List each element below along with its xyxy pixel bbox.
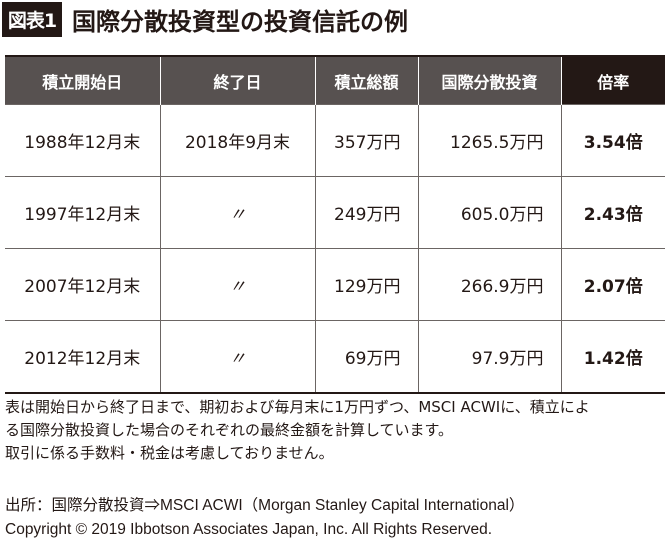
cell-ratio: 3.54倍 [560, 104, 665, 177]
table-row: 1988年12月末 2018年9月末 357万円 1265.5万円 3.54倍 [5, 104, 665, 177]
note-line: 表は開始日から終了日まで、期初および毎月末に1万円ずつ、MSCI ACWIに、積… [5, 398, 590, 416]
column-header-ratio: 倍率 [560, 55, 665, 105]
table-row: 2012年12月末 〃 69万円 97.9万円 1.42倍 [5, 320, 665, 394]
note-line: る国際分散投資した場合のそれぞれの最終金額を計算しています。 [5, 421, 454, 439]
cell-international-investment: 266.9万円 [417, 248, 561, 321]
cell-end-date-ditto: 〃 [159, 320, 315, 394]
table-row: 2007年12月末 〃 129万円 266.9万円 2.07倍 [5, 248, 665, 321]
note-line: 取引に係る手数料・税金は考慮しておりません。 [5, 444, 334, 462]
cell-international-investment: 1265.5万円 [417, 104, 561, 177]
source-footer: 出所：国際分散投資⇒MSCI ACWI（Morgan Stanley Capit… [5, 494, 524, 542]
table-row: 1997年12月末 〃 249万円 605.0万円 2.43倍 [5, 176, 665, 249]
cell-start-date: 2007年12月末 [5, 248, 160, 321]
cell-total-contribution: 357万円 [314, 104, 418, 177]
column-header-international-investment: 国際分散投資 [417, 55, 562, 105]
figure-title: 国際分散投資型の投資信託の例 [72, 8, 408, 36]
investment-table: 積立開始日 終了日 積立総額 国際分散投資 倍率 1988年12月末 2018年… [5, 55, 665, 394]
copyright-text: Copyright © 2019 Ibbotson Associates Jap… [5, 521, 493, 538]
source-text: 出所：国際分散投資⇒MSCI ACWI（Morgan Stanley Capit… [5, 497, 525, 514]
figure-title-row: 図表1 国際分散投資型の投資信託の例 [2, 2, 408, 37]
column-header-total-contribution: 積立総額 [314, 55, 419, 105]
cell-start-date: 2012年12月末 [5, 320, 160, 394]
cell-ratio: 2.43倍 [560, 176, 665, 249]
table-notes: 表は開始日から終了日まで、期初および毎月末に1万円ずつ、MSCI ACWIに、積… [5, 396, 665, 465]
figure-badge: 図表1 [2, 2, 62, 37]
cell-international-investment: 605.0万円 [417, 176, 561, 249]
cell-start-date: 1997年12月末 [5, 176, 160, 249]
cell-start-date: 1988年12月末 [5, 104, 160, 177]
cell-total-contribution: 129万円 [314, 248, 418, 321]
cell-end-date-ditto: 〃 [159, 176, 315, 249]
table-header-row: 積立開始日 終了日 積立総額 国際分散投資 倍率 [5, 55, 665, 105]
column-header-start-date: 積立開始日 [5, 55, 161, 105]
cell-ratio: 1.42倍 [560, 320, 665, 394]
cell-total-contribution: 249万円 [314, 176, 418, 249]
cell-end-date-ditto: 〃 [159, 248, 315, 321]
cell-end-date: 2018年9月末 [159, 104, 315, 177]
cell-international-investment: 97.9万円 [417, 320, 561, 394]
cell-ratio: 2.07倍 [560, 248, 665, 321]
cell-total-contribution: 69万円 [314, 320, 418, 394]
column-header-end-date: 終了日 [159, 55, 316, 105]
